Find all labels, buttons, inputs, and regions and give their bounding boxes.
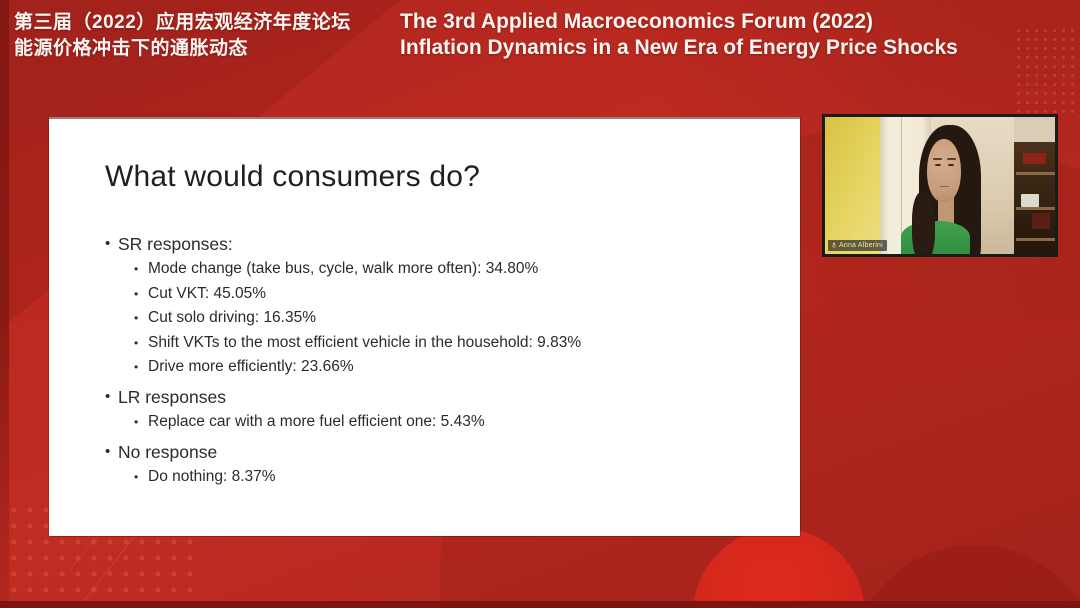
bullet-item: Drive more efficiently: 23.66% — [105, 355, 770, 380]
room-door-edge — [900, 117, 902, 254]
bullet-item: Mode change (take bus, cycle, walk more … — [105, 257, 770, 282]
shelf-plank — [1015, 207, 1055, 211]
participant-name: Anna Alberini — [839, 242, 883, 249]
shelf-item — [1022, 152, 1046, 164]
mic-muted-icon — [831, 242, 837, 249]
forum-title-cn-line2: 能源价格冲击下的通胀动态 — [14, 38, 249, 59]
slide-title: What would consumers do? — [105, 160, 480, 193]
speaker-eye — [935, 163, 941, 167]
speaker-mouth — [940, 185, 950, 188]
shelf-item — [1020, 193, 1039, 208]
bullet-item: Cut solo driving: 16.35% — [105, 306, 770, 331]
bullet-item: No response — [105, 439, 770, 465]
bullet-item: SR responses: — [105, 231, 770, 257]
forum-title-chinese: 第三届（2022）应用宏观经济年度论坛 能源价格冲击下的通胀动态 — [14, 10, 351, 62]
accent-circle-bright — [693, 528, 865, 608]
bullet-item: LR responses — [105, 384, 770, 410]
slide-bullet-list: SR responses: Mode change (take bus, cyc… — [105, 231, 770, 489]
forum-title-en-line2: Inflation Dynamics in a New Era of Energ… — [400, 36, 958, 59]
bullet-item: Shift VKTs to the most efficient vehicle… — [105, 331, 770, 356]
left-edge-shade — [0, 0, 9, 608]
forum-title-english: The 3rd Applied Macroeconomics Forum (20… — [400, 9, 958, 61]
accent-circle-dark — [850, 545, 1080, 608]
forum-title-en-line1: The 3rd Applied Macroeconomics Forum (20… — [400, 10, 873, 33]
speaker-eyebrow — [933, 158, 943, 161]
speaker-face — [927, 138, 961, 202]
speaker-eyebrow — [946, 158, 957, 161]
bullet-item: Cut VKT: 45.05% — [105, 282, 770, 307]
presentation-slide: What would consumers do? SR responses: M… — [49, 117, 800, 536]
speaker-eye — [948, 163, 954, 167]
speaker-green-shirt — [900, 221, 970, 254]
bottom-accent-bar — [0, 601, 1080, 608]
speaker-hair-strand — [912, 192, 936, 254]
shelf-plank — [1015, 237, 1055, 241]
forum-title-cn-line1: 第三届（2022）应用宏观经济年度论坛 — [14, 12, 351, 33]
shelf-item — [1032, 212, 1051, 230]
participant-video[interactable]: Anna Alberini — [822, 114, 1058, 257]
dot-grid-top-right — [1014, 26, 1080, 118]
bullet-item: Replace car with a more fuel efficient o… — [105, 410, 770, 435]
shelf-plank — [1015, 171, 1055, 175]
bullet-item: Do nothing: 8.37% — [105, 465, 770, 490]
participant-name-tag: Anna Alberini — [828, 240, 887, 251]
